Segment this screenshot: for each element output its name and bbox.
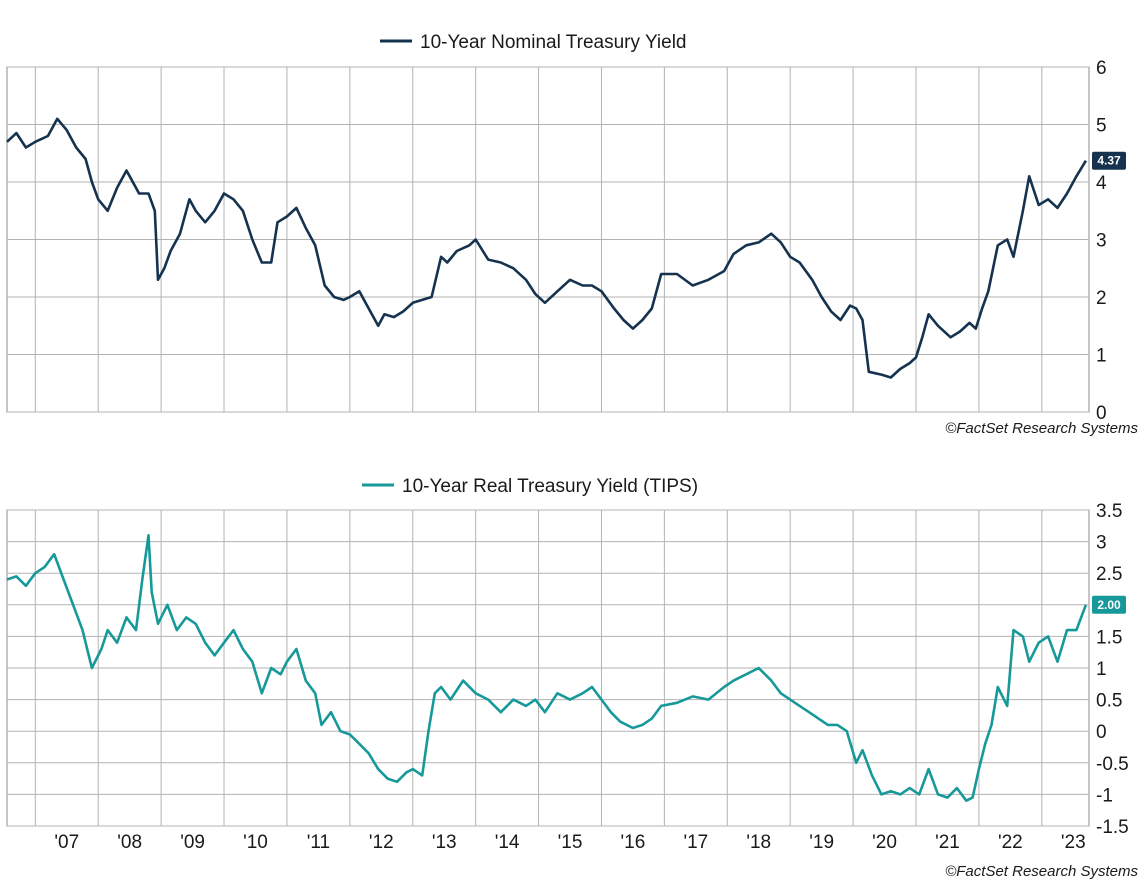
last-value-label: 4.37	[1097, 154, 1121, 168]
x-tick-label: '10	[243, 832, 268, 853]
y-tick-label: -0.5	[1096, 754, 1129, 775]
y-tick-label: 3	[1096, 231, 1107, 252]
y-tick-label: 1	[1096, 659, 1107, 680]
x-tick-label: '08	[117, 832, 142, 853]
x-tick-label: '14	[495, 832, 520, 853]
y-tick-label: 0	[1096, 722, 1107, 743]
y-tick-label: 5	[1096, 116, 1107, 137]
y-tick-label: 3.5	[1096, 501, 1122, 522]
x-tick-label: '19	[809, 832, 834, 853]
y-tick-label: 1.5	[1096, 627, 1122, 648]
series-line	[6, 534, 1088, 802]
x-tick-label: '20	[872, 832, 897, 853]
x-tick-label: '12	[369, 832, 394, 853]
x-tick-label: '22	[998, 832, 1023, 853]
y-tick-label: 2.5	[1096, 564, 1122, 585]
source-credit: ©FactSet Research Systems	[945, 863, 1138, 880]
x-tick-label: '09	[180, 832, 205, 853]
x-tick-label: '07	[54, 832, 79, 853]
y-tick-label: -1.5	[1096, 817, 1129, 838]
x-tick-label: '11	[307, 832, 330, 853]
x-tick-label: '17	[683, 832, 708, 853]
series-line	[6, 117, 1088, 379]
y-tick-label: 4	[1096, 173, 1107, 194]
last-value-badge	[1092, 595, 1126, 614]
y-tick-label: 2	[1096, 288, 1107, 309]
y-tick-label: -1	[1096, 785, 1113, 806]
x-tick-label: '23	[1061, 832, 1086, 853]
last-value-label: 2.00	[1097, 598, 1121, 612]
y-tick-label: 3	[1096, 533, 1107, 554]
last-value-badge	[1092, 151, 1126, 170]
y-tick-label: 0	[1096, 403, 1107, 424]
y-tick-label: 1	[1096, 346, 1107, 367]
y-tick-label: 6	[1096, 58, 1107, 79]
x-tick-label: '21	[935, 832, 960, 853]
x-tick-label: '13	[432, 832, 457, 853]
y-tick-label: 0.5	[1096, 691, 1122, 712]
x-tick-label: '15	[558, 832, 583, 853]
legend-label: 10-Year Real Treasury Yield (TIPS)	[402, 476, 698, 497]
x-tick-label: '18	[746, 832, 771, 853]
x-tick-label: '16	[621, 832, 646, 853]
source-credit: ©FactSet Research Systems	[945, 420, 1138, 437]
legend-label: 10-Year Nominal Treasury Yield	[420, 32, 687, 53]
